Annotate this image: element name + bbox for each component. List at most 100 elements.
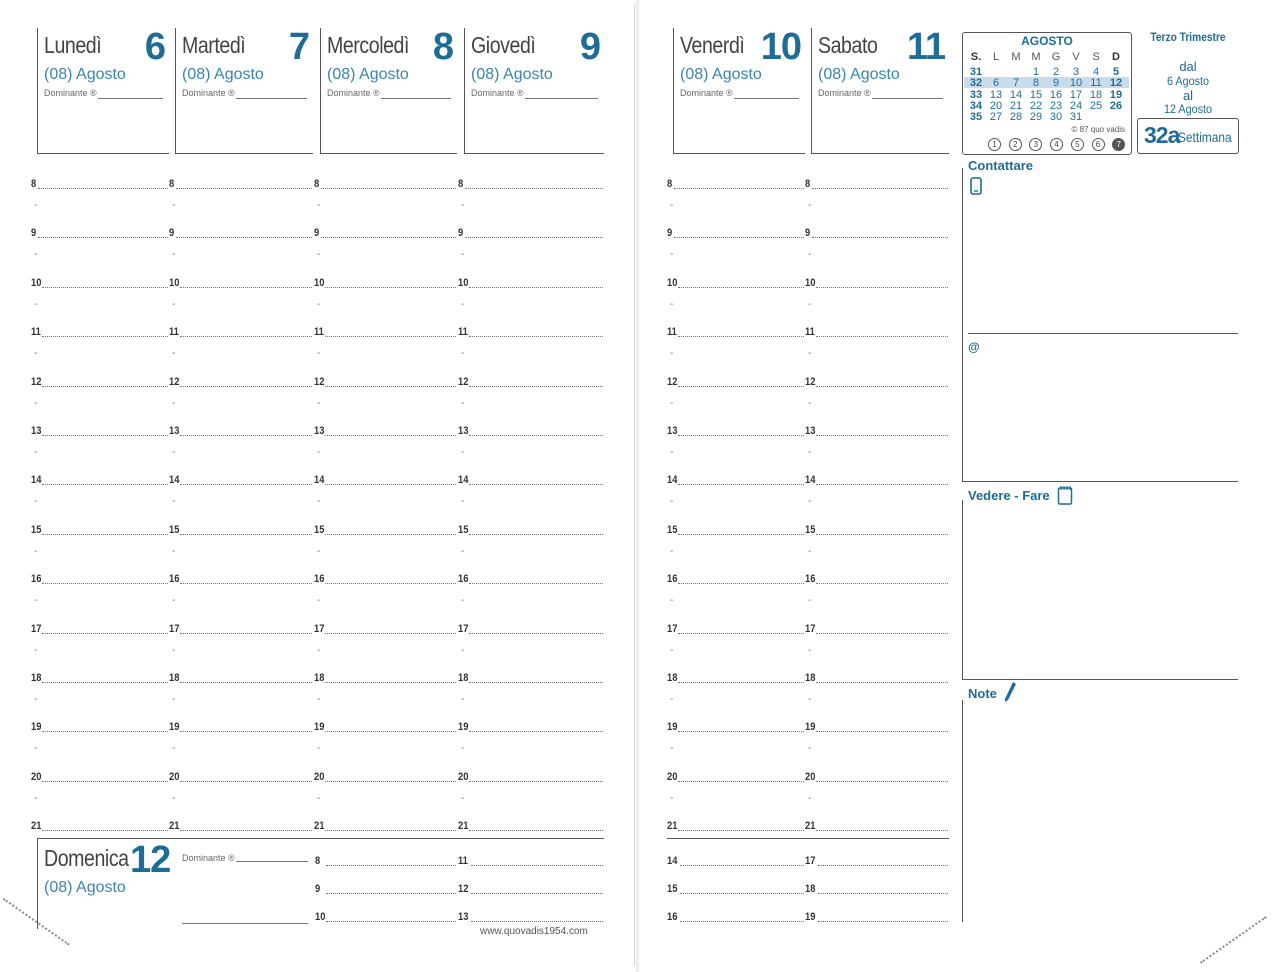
hour-line[interactable]: [180, 633, 312, 634]
hour-line[interactable]: [469, 484, 603, 485]
calendar-day[interactable]: 28: [1009, 111, 1023, 124]
hour-line[interactable]: [325, 287, 456, 288]
hour-line[interactable]: [42, 386, 168, 387]
hour-line[interactable]: [180, 386, 312, 387]
calendar-day[interactable]: 14: [1009, 88, 1023, 101]
hour-line[interactable]: [469, 435, 603, 436]
hour-line[interactable]: [325, 781, 456, 782]
calendar-day[interactable]: 8: [1032, 77, 1040, 90]
hour-line[interactable]: [321, 188, 456, 189]
hour-line[interactable]: [42, 633, 168, 634]
hour-line[interactable]: [469, 287, 603, 288]
hour-line[interactable]: [42, 731, 168, 732]
calendar-week-number[interactable]: 35: [969, 111, 983, 124]
weekday-circle[interactable]: 6: [1091, 138, 1105, 151]
hour-line[interactable]: [325, 386, 456, 387]
dominante-field[interactable]: [98, 98, 163, 99]
hour-line[interactable]: [816, 484, 948, 485]
hour-line[interactable]: [678, 386, 804, 387]
weekday-circle[interactable]: 1: [988, 138, 1001, 151]
hour-line[interactable]: [180, 830, 312, 831]
calendar-day[interactable]: 19: [1109, 88, 1123, 101]
hour-line[interactable]: [325, 534, 456, 535]
hour-line[interactable]: [678, 781, 804, 782]
hour-line[interactable]: [42, 484, 168, 485]
calendar-day[interactable]: 30: [1049, 111, 1063, 124]
hour-line[interactable]: [816, 534, 948, 535]
hour-line[interactable]: [674, 237, 804, 238]
calendar-day[interactable]: 31: [1069, 111, 1083, 124]
weekday-circle[interactable]: 5: [1070, 138, 1084, 151]
hour-line[interactable]: [325, 682, 456, 683]
weekday-circle[interactable]: 4: [1050, 138, 1064, 151]
sunday-hour-line[interactable]: [326, 893, 456, 894]
hour-line[interactable]: [42, 682, 168, 683]
hour-line[interactable]: [678, 336, 804, 337]
hour-line[interactable]: [325, 435, 456, 436]
calendar-day[interactable]: 21: [1009, 99, 1023, 112]
hour-line[interactable]: [325, 484, 456, 485]
hour-line[interactable]: [469, 830, 603, 831]
hour-line[interactable]: [38, 237, 168, 238]
hour-line[interactable]: [678, 633, 804, 634]
calendar-day[interactable]: 6: [992, 77, 1000, 90]
hour-line[interactable]: [812, 188, 948, 189]
hour-line[interactable]: [816, 781, 948, 782]
sunday-dominante-field[interactable]: [236, 861, 308, 862]
calendar-day[interactable]: 1: [1032, 66, 1040, 78]
hour-line[interactable]: [42, 336, 168, 337]
hour-line[interactable]: [180, 435, 312, 436]
calendar-day[interactable]: 25: [1089, 99, 1103, 112]
hour-line[interactable]: [816, 633, 948, 634]
hour-line[interactable]: [42, 830, 168, 831]
calendar-day[interactable]: 18: [1089, 88, 1103, 101]
calendar-day[interactable]: 7: [1012, 77, 1020, 90]
calendar-day[interactable]: 12: [1109, 77, 1123, 90]
hour-line[interactable]: [816, 731, 948, 732]
hour-line[interactable]: [674, 188, 804, 189]
calendar-day[interactable]: 4: [1092, 66, 1100, 78]
hour-line[interactable]: [180, 682, 312, 683]
hour-line[interactable]: [325, 583, 456, 584]
hour-line[interactable]: [465, 237, 603, 238]
dominante-field[interactable]: [872, 98, 943, 99]
dominante-field[interactable]: [236, 98, 307, 99]
dominante-field[interactable]: [734, 98, 799, 99]
dominante-field[interactable]: [525, 98, 598, 99]
calendar-day[interactable]: 11: [1090, 77, 1102, 90]
hour-line[interactable]: [325, 336, 456, 337]
hour-line[interactable]: [42, 287, 168, 288]
hour-line[interactable]: [465, 188, 603, 189]
calendar-day[interactable]: 13: [989, 88, 1003, 101]
sunday-hour-line[interactable]: [471, 893, 603, 894]
hour-line[interactable]: [469, 336, 603, 337]
hour-line[interactable]: [180, 781, 312, 782]
calendar-week-number[interactable]: 33: [969, 88, 983, 101]
hour-line[interactable]: [42, 534, 168, 535]
hour-line[interactable]: [176, 237, 312, 238]
hour-line[interactable]: [816, 287, 948, 288]
hour-line[interactable]: [812, 237, 948, 238]
hour-line[interactable]: [321, 237, 456, 238]
hour-line[interactable]: [678, 435, 804, 436]
dominante-field[interactable]: [381, 98, 451, 99]
extra-hour-line[interactable]: [680, 921, 804, 922]
hour-line[interactable]: [180, 484, 312, 485]
sunday-hour-line[interactable]: [326, 865, 456, 866]
calendar-day[interactable]: 2: [1052, 66, 1060, 78]
weekday-circle[interactable]: 7: [1112, 138, 1126, 151]
sunday-hour-line[interactable]: [471, 921, 603, 922]
extra-hour-line[interactable]: [818, 921, 948, 922]
hour-line[interactable]: [469, 386, 603, 387]
hour-line[interactable]: [816, 336, 948, 337]
hour-line[interactable]: [469, 731, 603, 732]
extra-hour-line[interactable]: [680, 865, 804, 866]
calendar-day[interactable]: 27: [989, 111, 1003, 124]
hour-line[interactable]: [42, 435, 168, 436]
hour-line[interactable]: [180, 731, 312, 732]
calendar-week-number[interactable]: 32: [969, 77, 983, 90]
calendar-day[interactable]: 24: [1069, 99, 1083, 112]
hour-line[interactable]: [678, 534, 804, 535]
hour-line[interactable]: [678, 731, 804, 732]
hour-line[interactable]: [325, 633, 456, 634]
